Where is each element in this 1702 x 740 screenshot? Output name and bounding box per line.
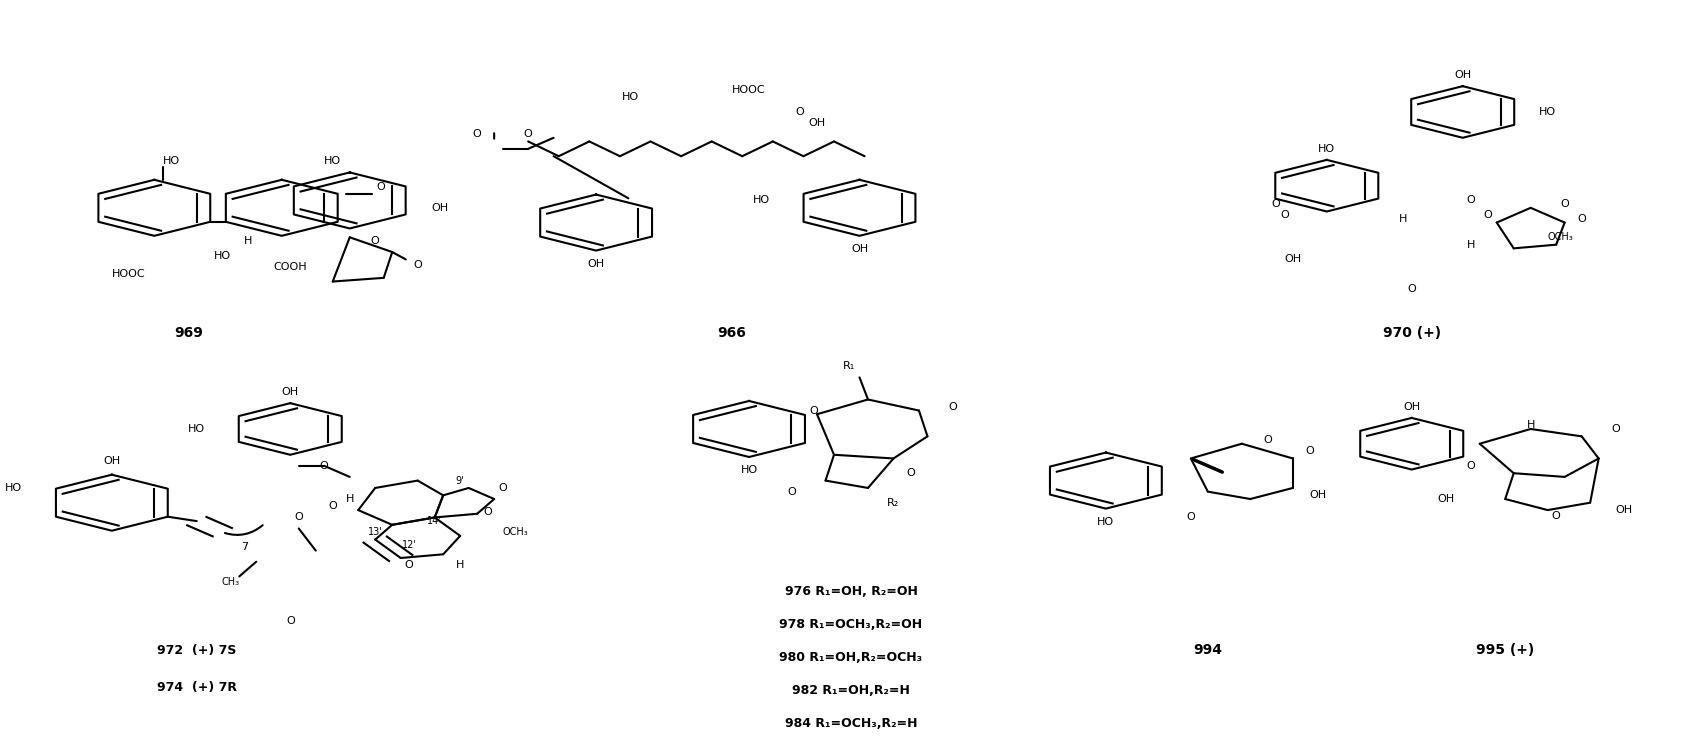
Text: HO: HO <box>1319 144 1336 154</box>
Text: O: O <box>405 560 414 571</box>
Text: H: H <box>456 560 465 571</box>
Text: CH₃: CH₃ <box>221 577 240 588</box>
Text: O: O <box>1263 435 1271 445</box>
Text: O: O <box>1408 284 1416 294</box>
Text: H: H <box>346 494 354 504</box>
Text: H: H <box>243 236 252 246</box>
Text: O: O <box>328 502 337 511</box>
Text: OH: OH <box>431 203 448 213</box>
Text: 984 R₁=OCH₃,R₂=H: 984 R₁=OCH₃,R₂=H <box>785 717 917 730</box>
Text: R₁: R₁ <box>842 361 854 371</box>
Text: HO: HO <box>189 424 206 434</box>
Text: 969: 969 <box>174 326 203 340</box>
Text: O: O <box>948 402 957 412</box>
Text: OCH₃: OCH₃ <box>1547 232 1573 242</box>
Text: 972  (+) 7S: 972 (+) 7S <box>157 644 237 656</box>
Text: 12': 12' <box>402 540 417 551</box>
Text: H: H <box>1399 214 1408 224</box>
Text: OH: OH <box>1285 255 1302 264</box>
Text: OH: OH <box>1311 491 1328 500</box>
Text: HO: HO <box>214 251 231 260</box>
Text: O: O <box>1578 214 1586 224</box>
Text: O: O <box>524 129 533 139</box>
Text: HO: HO <box>5 483 22 493</box>
Text: O: O <box>1280 210 1288 221</box>
Text: OCH₃: OCH₃ <box>502 527 528 537</box>
Text: HOOC: HOOC <box>112 269 146 279</box>
Text: O: O <box>786 487 797 497</box>
Text: OH: OH <box>283 387 300 397</box>
Text: 7: 7 <box>240 542 248 552</box>
Text: HOOC: HOOC <box>732 85 766 95</box>
Text: 980 R₁=OH,R₂=OCH₃: 980 R₁=OH,R₂=OCH₃ <box>780 651 922 664</box>
Text: OH: OH <box>587 259 604 269</box>
Text: O: O <box>1552 511 1561 521</box>
Text: O: O <box>371 236 380 246</box>
Text: 966: 966 <box>718 326 747 340</box>
Text: O: O <box>499 483 507 493</box>
Text: O: O <box>1186 512 1195 522</box>
Text: O: O <box>1467 461 1476 471</box>
Text: H: H <box>1467 240 1476 249</box>
Text: COOH: COOH <box>274 262 306 272</box>
Text: HO: HO <box>163 156 180 166</box>
Text: O: O <box>1612 424 1620 434</box>
Text: 974  (+) 7R: 974 (+) 7R <box>157 681 237 693</box>
Text: 995 (+): 995 (+) <box>1476 643 1534 657</box>
Text: O: O <box>1467 195 1476 206</box>
Text: OH: OH <box>808 118 825 128</box>
Text: O: O <box>1484 210 1493 221</box>
Text: 970 (+): 970 (+) <box>1382 326 1442 340</box>
Text: OH: OH <box>1454 70 1471 80</box>
Text: O: O <box>473 129 482 139</box>
Text: HO: HO <box>740 465 757 475</box>
Text: O: O <box>294 512 303 522</box>
Text: HO: HO <box>1098 517 1115 527</box>
Text: OH: OH <box>1615 505 1632 515</box>
Text: OH: OH <box>104 457 121 466</box>
Text: 982 R₁=OH,R₂=H: 982 R₁=OH,R₂=H <box>791 684 911 697</box>
Text: HO: HO <box>621 92 638 102</box>
Text: O: O <box>1271 199 1280 209</box>
Text: O: O <box>376 182 385 192</box>
Text: 9': 9' <box>456 476 465 485</box>
Text: O: O <box>320 461 328 471</box>
Text: O: O <box>286 616 294 625</box>
Text: O: O <box>483 508 492 517</box>
Text: R₂: R₂ <box>887 498 900 508</box>
Text: HO: HO <box>752 195 769 206</box>
Text: OH: OH <box>1436 494 1454 504</box>
Text: OH: OH <box>851 244 868 254</box>
Text: OH: OH <box>1402 402 1419 412</box>
Text: 13': 13' <box>368 527 383 537</box>
Text: H: H <box>1527 420 1535 430</box>
Text: O: O <box>1305 446 1314 456</box>
Text: 978 R₁=OCH₃,R₂=OH: 978 R₁=OCH₃,R₂=OH <box>780 618 922 630</box>
Text: 976 R₁=OH, R₂=OH: 976 R₁=OH, R₂=OH <box>785 585 917 598</box>
Text: 14': 14' <box>427 516 443 526</box>
Text: O: O <box>795 107 805 117</box>
Text: O: O <box>414 260 422 270</box>
Text: O: O <box>1561 199 1569 209</box>
Text: O: O <box>808 406 819 416</box>
Text: HO: HO <box>323 156 342 166</box>
Text: O: O <box>905 468 916 478</box>
Text: HO: HO <box>1539 107 1556 117</box>
Text: 994: 994 <box>1193 643 1222 657</box>
